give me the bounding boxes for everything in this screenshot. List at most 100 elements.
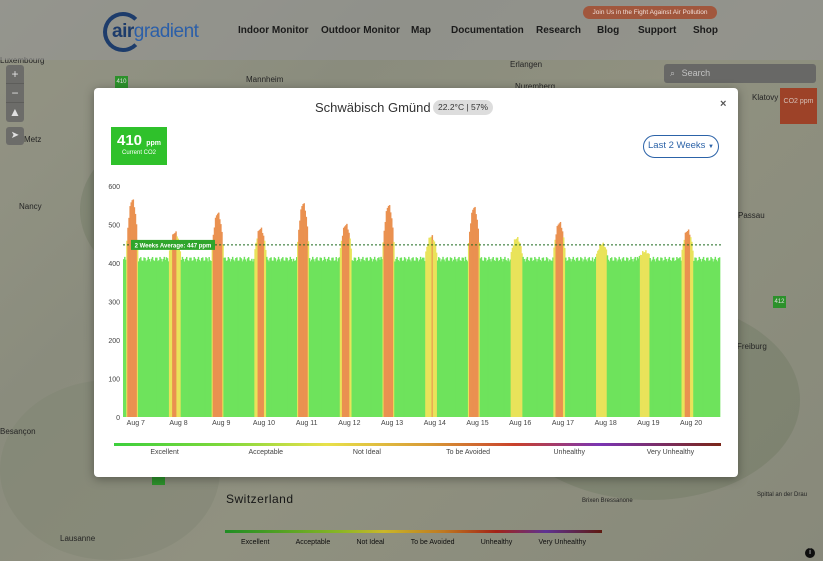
map-label: Brixen Bressanone (582, 498, 633, 504)
join-banner-button[interactable]: Join Us in the Fight Against Air Polluti… (583, 6, 717, 19)
data-bar (135, 224, 138, 417)
data-bar (237, 260, 239, 417)
data-bar (551, 260, 553, 417)
data-bar (159, 256, 161, 417)
y-tick-label: 600 (108, 184, 120, 191)
data-bar (142, 260, 144, 417)
data-bar (618, 256, 620, 417)
data-bar (493, 260, 496, 417)
data-bar (584, 256, 586, 417)
map-label: Passau (738, 211, 765, 220)
data-bar (395, 258, 397, 417)
data-bar (285, 257, 287, 417)
data-bar (509, 259, 512, 417)
data-bar (357, 256, 360, 417)
data-bar (507, 258, 509, 417)
data-bar (225, 260, 227, 417)
data-bar (324, 258, 327, 417)
legend-label: Excellent (150, 449, 179, 456)
locate-button[interactable]: ➤ (6, 127, 24, 145)
data-bar (685, 231, 688, 417)
nav-indoor-monitor[interactable]: Indoor Monitor (238, 25, 309, 36)
data-bar (580, 257, 582, 417)
data-bar (654, 261, 657, 417)
legend-label: To be Avoided (446, 449, 491, 456)
zoom-out-button[interactable]: − (6, 84, 24, 103)
data-bar (308, 258, 311, 417)
co2-label: Current CO2 (121, 150, 156, 156)
data-bar (531, 261, 534, 417)
co2-layer-badge[interactable]: CO2 ppm (780, 88, 817, 124)
nav-blog[interactable]: Blog (597, 25, 620, 36)
data-bar (594, 256, 597, 417)
map-label: Lausanne (60, 534, 96, 543)
nav-research[interactable]: Research (536, 25, 582, 36)
data-bar (313, 259, 315, 417)
data-bar (335, 257, 337, 417)
data-bar (633, 258, 635, 417)
x-tick-label: Aug 15 (466, 420, 488, 427)
data-bar (417, 261, 420, 417)
data-bar (322, 259, 325, 417)
data-bar (457, 258, 459, 417)
data-bar (270, 257, 272, 417)
data-bar (422, 257, 424, 417)
co2-chart[interactable]: 0 100 200 300 400 500 600 2 Weeks Average: 447 … (94, 178, 738, 428)
data-bar (289, 256, 292, 417)
data-bar (223, 257, 225, 417)
zoom-in-button[interactable]: + (6, 65, 24, 84)
data-bar (279, 261, 282, 417)
data-bar (704, 261, 707, 417)
data-bar (316, 257, 318, 417)
data-bar (446, 257, 449, 417)
info-icon[interactable]: i (805, 548, 815, 558)
data-bar (546, 258, 549, 417)
data-bar (497, 261, 500, 417)
data-bar (614, 257, 616, 417)
data-bar (265, 249, 267, 417)
data-bar (438, 257, 440, 417)
nav-outdoor-monitor[interactable]: Outdoor Monitor (321, 25, 400, 36)
data-bar (127, 227, 129, 417)
data-bar (263, 240, 266, 417)
data-bar (339, 248, 342, 417)
data-bar (381, 259, 383, 417)
nav-map[interactable]: Map (411, 25, 431, 36)
data-bar (236, 257, 238, 417)
data-bar (275, 261, 278, 417)
nav-documentation[interactable]: Documentation (451, 25, 524, 36)
data-bar (466, 261, 469, 417)
data-bar (545, 257, 548, 417)
nav-shop[interactable]: Shop (693, 25, 718, 36)
airgradient-logo[interactable]: airgradient (103, 10, 199, 52)
data-bar (435, 252, 438, 417)
close-icon[interactable]: × (720, 98, 727, 110)
data-bar (413, 260, 415, 417)
map-label: Luxembourg (0, 56, 45, 65)
data-bar (219, 219, 221, 417)
compass-button[interactable]: ▲ (9, 105, 21, 119)
map-sensor-marker[interactable]: 410 (115, 76, 128, 88)
data-bar (699, 258, 702, 417)
data-bar (501, 258, 503, 417)
data-bar (253, 258, 255, 417)
data-bar (641, 251, 644, 417)
data-bar (577, 260, 580, 417)
data-bar (690, 237, 692, 417)
data-bar (683, 239, 686, 417)
map-sensor-marker[interactable]: 412 (773, 296, 786, 308)
time-range-dropdown[interactable]: Last 2 Weeks ▼ (643, 135, 719, 158)
data-bar (468, 231, 471, 417)
nav-support[interactable]: Support (638, 25, 677, 36)
data-bar (475, 214, 477, 417)
map-search-input[interactable]: ⌕ Search (664, 64, 816, 83)
data-bar (151, 256, 154, 417)
data-bar (345, 225, 347, 417)
data-bar (126, 240, 128, 417)
data-bar (681, 249, 683, 417)
data-bar (204, 260, 206, 417)
y-tick-label: 400 (108, 261, 120, 268)
data-bar (674, 261, 676, 417)
data-bar (272, 260, 274, 417)
data-bar (175, 231, 177, 417)
